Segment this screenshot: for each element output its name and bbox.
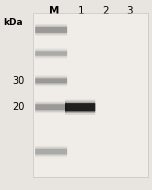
FancyBboxPatch shape bbox=[35, 104, 67, 110]
FancyBboxPatch shape bbox=[35, 149, 67, 154]
FancyBboxPatch shape bbox=[65, 102, 95, 113]
FancyBboxPatch shape bbox=[35, 25, 67, 34]
Text: kDa: kDa bbox=[4, 18, 23, 27]
FancyBboxPatch shape bbox=[35, 147, 67, 156]
FancyBboxPatch shape bbox=[35, 77, 67, 85]
FancyBboxPatch shape bbox=[35, 75, 67, 86]
FancyBboxPatch shape bbox=[35, 101, 67, 113]
Text: M: M bbox=[49, 6, 59, 16]
Text: 1: 1 bbox=[78, 6, 85, 16]
Text: 2: 2 bbox=[102, 6, 109, 16]
FancyBboxPatch shape bbox=[65, 100, 95, 115]
FancyBboxPatch shape bbox=[35, 24, 67, 36]
Bar bbox=[33, 13, 148, 177]
Bar bbox=[33, 13, 148, 177]
FancyBboxPatch shape bbox=[35, 78, 67, 83]
Text: 3: 3 bbox=[126, 6, 133, 16]
FancyBboxPatch shape bbox=[35, 103, 67, 112]
FancyBboxPatch shape bbox=[35, 27, 67, 33]
FancyBboxPatch shape bbox=[35, 146, 67, 157]
FancyBboxPatch shape bbox=[35, 51, 67, 56]
FancyBboxPatch shape bbox=[65, 103, 95, 111]
Text: 30: 30 bbox=[12, 76, 24, 86]
FancyBboxPatch shape bbox=[35, 50, 67, 57]
FancyBboxPatch shape bbox=[35, 48, 67, 59]
Text: 20: 20 bbox=[12, 102, 24, 112]
